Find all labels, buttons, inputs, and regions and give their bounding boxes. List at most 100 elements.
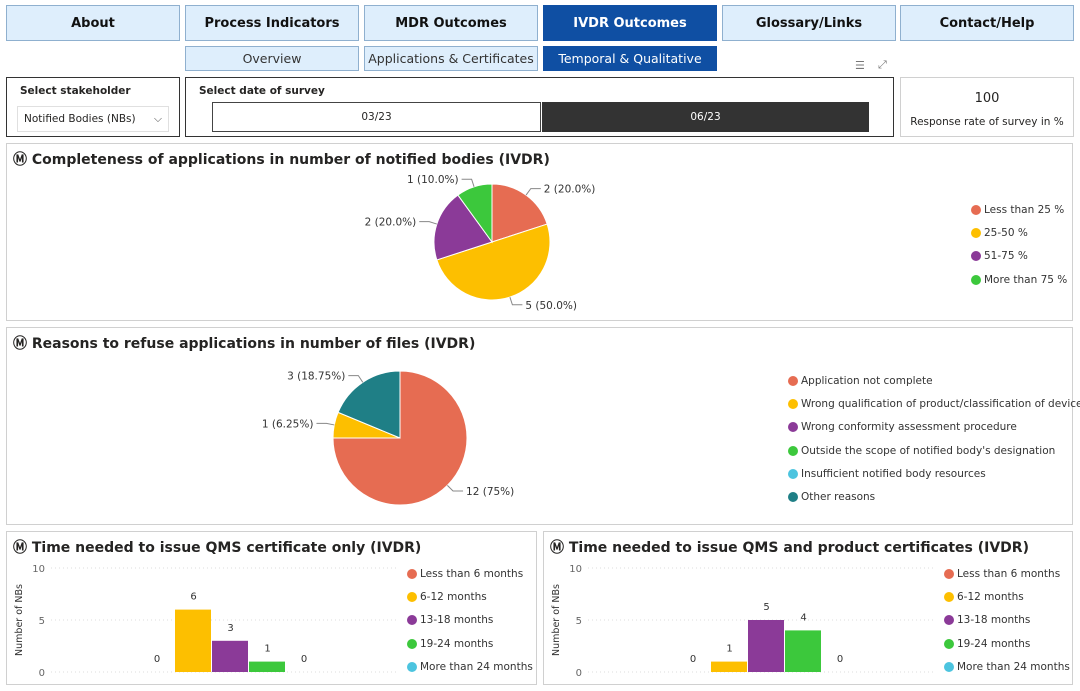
legend-dot [944,568,954,579]
y-tick-label: 0 [576,668,582,679]
bar-value-label: 4 [800,612,806,623]
stakeholder-slicer: Select stakeholder Notified Bodies (NBs)… [6,77,180,137]
legend-item[interactable]: Less than 6 months [407,562,533,585]
legend-label: More than 24 months [957,660,1070,673]
legend-dot [971,251,981,262]
legend-item[interactable]: Insufficient notified body resources [788,462,1080,485]
legend: Less than 25 % 25-50 % 51-75 % More than 75… [971,198,1067,291]
nav-contact-help[interactable]: Contact/Help [900,5,1074,41]
legend-item[interactable]: 6-12 months [944,585,1070,608]
y-axis-label: Number of NBs [14,584,25,656]
y-tick-label: 10 [569,564,582,575]
legend: Application not complete Wrong qualificat… [788,369,1080,509]
legend-item[interactable]: Outside the scope of notified body's des… [788,439,1080,462]
chevron-down-icon: ⌵ [154,112,162,125]
y-tick-label: 5 [39,616,45,627]
legend-item[interactable]: 25-50 % [971,221,1067,244]
legend-item[interactable]: Wrong qualification of product/classific… [788,392,1080,415]
legend-label: 6-12 months [957,590,1024,603]
legend-label: More than 75 % [984,273,1068,286]
chart-title: Ⓜ Completeness of applications in number… [13,152,550,168]
bar-value-label: 3 [227,623,233,634]
bar-value-label: 0 [154,654,160,665]
chart-title: Ⓜ Time needed to issue QMS and product c… [550,540,1029,556]
legend-label: 19-24 months [957,637,1031,650]
bar [175,609,211,672]
legend-label: 13-18 months [957,614,1031,627]
nav-glossary-links[interactable]: Glossary/Links [722,5,896,41]
legend-label: Wrong qualification of product/classific… [801,397,1080,410]
legend: Less than 6 months 6-12 months 13-18 month… [944,562,1070,678]
legend-dot [971,274,981,285]
chart-title: Ⓜ Reasons to refuse applications in numb… [13,336,476,352]
legend-dot [407,615,417,626]
survey-option-0623[interactable]: 06/23 [542,102,869,132]
legend-dot [788,398,798,409]
nav-process-indicators[interactable]: Process Indicators [185,5,359,41]
pie-slice [491,183,548,243]
legend-label: Other reasons [801,491,876,504]
legend-item[interactable]: 13-18 months [407,609,533,632]
stakeholder-dropdown[interactable]: Notified Bodies (NBs) ⌵ [17,106,169,132]
pie-slice [332,370,468,506]
tab-overview[interactable]: Overview [185,46,359,71]
legend-item[interactable]: 13-18 months [944,609,1070,632]
legend-item[interactable]: 6-12 months [407,585,533,608]
legend-item[interactable]: More than 24 months [944,655,1070,678]
legend-dot [788,422,798,433]
legend-label: Less than 6 months [420,567,524,580]
bar-value-label: 6 [190,592,196,603]
bar-value-label: 0 [837,654,843,665]
legend-item[interactable]: Less than 6 months [944,562,1070,585]
legend-item[interactable]: 19-24 months [407,632,533,655]
legend-dot [407,661,417,672]
bar [249,661,285,672]
legend-dot [971,227,981,238]
leader-line [316,422,335,426]
legend-item[interactable]: More than 75 % [971,268,1067,291]
nav-mdr-outcomes[interactable]: MDR Outcomes [364,5,538,41]
focus-mode-icon[interactable]: ⤢ [878,58,887,71]
nav-about[interactable]: About [6,5,180,41]
tab-applications-certificates[interactable]: Applications & Certificates [364,46,538,71]
bar [785,630,821,672]
legend-label: Insufficient notified body resources [801,467,986,480]
legend-item[interactable]: Other reasons [788,485,1080,508]
legend-label: Outside the scope of notified body's des… [801,444,1056,457]
qms-product-bar-panel: Ⓜ Time needed to issue QMS and product c… [543,531,1073,685]
bar-value-label: 0 [690,654,696,665]
legend-item[interactable]: Less than 25 % [971,198,1067,221]
legend-dot [944,591,954,602]
legend-item[interactable]: Application not complete [788,369,1080,392]
survey-option-0323[interactable]: 03/23 [212,102,541,132]
legend-label: 25-50 % [984,226,1028,239]
tab-temporal-qualitative[interactable]: Temporal & Qualitative [543,46,717,71]
legend-item[interactable]: More than 24 months [407,655,533,678]
legend-label: More than 24 months [420,660,533,673]
leader-line [419,221,437,225]
legend: Less than 6 months 6-12 months 13-18 month… [407,562,533,678]
legend-item[interactable]: 51-75 % [971,245,1067,268]
legend-item[interactable]: 19-24 months [944,632,1070,655]
legend-dot [788,375,798,386]
legend-label: 13-18 months [420,614,494,627]
y-axis-label: Number of NBs [551,584,562,656]
legend-label: 6-12 months [420,590,487,603]
legend-label: 19-24 months [420,637,494,650]
legend-item[interactable]: Wrong conformity assessment procedure [788,416,1080,439]
data-label: 5 (50.0%) [525,300,577,312]
refusal-pie-panel: Ⓜ Reasons to refuse applications in numb… [6,327,1080,525]
leader-line [461,178,475,187]
y-tick-label: 0 [39,668,45,679]
filter-icon[interactable]: ☰ [855,59,865,72]
qms-only-bar-panel: Ⓜ Time needed to issue QMS certificate o… [6,531,537,685]
data-label: 2 (20.0%) [365,217,417,229]
bar [711,661,747,672]
nav-ivdr-outcomes[interactable]: IVDR Outcomes [543,5,717,41]
y-tick-label: 10 [32,564,45,575]
legend-dot [407,638,417,649]
response-rate-value: 100 [974,91,1000,106]
leader-line [509,297,523,306]
legend-dot [944,615,954,626]
data-label: 1 (10.0%) [407,174,459,186]
